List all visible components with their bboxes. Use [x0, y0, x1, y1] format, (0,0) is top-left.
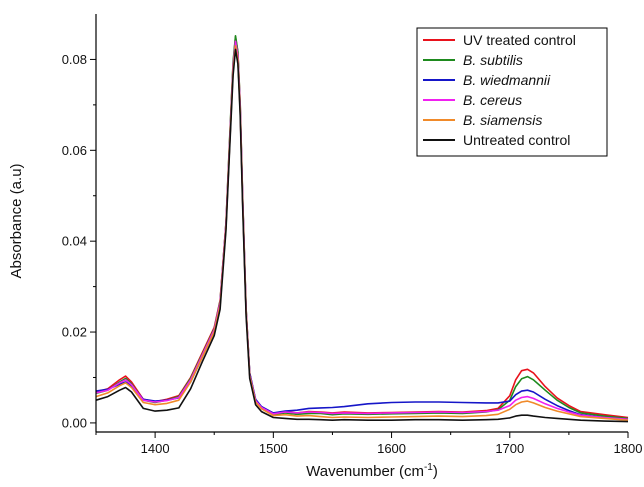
y-tick-label: 0.08: [62, 52, 87, 67]
y-tick-label: 0.02: [62, 325, 87, 340]
legend-label-2: B. wiedmannii: [463, 72, 551, 88]
series-line-5: [95, 48, 629, 423]
y-tick-label: 0.04: [62, 234, 87, 249]
legend-label-0: UV treated control: [463, 32, 576, 48]
legend-label-4: B. siamensis: [463, 112, 542, 128]
y-axis-title: Absorbance (a.u): [8, 163, 25, 278]
x-tick-label: 1700: [495, 441, 524, 456]
legend-label-5: Untreated control: [463, 132, 570, 148]
x-tick-label: 1800: [614, 441, 643, 456]
y-tick-label: 0.00: [62, 415, 87, 430]
x-tick-label: 1500: [259, 441, 288, 456]
series-line-3: [95, 40, 629, 421]
legend-label-3: B. cereus: [463, 92, 522, 108]
x-tick-label: 1400: [141, 441, 170, 456]
legend-box: [416, 27, 608, 157]
series-line-4: [95, 44, 629, 421]
legend-label-1: B. subtilis: [463, 52, 523, 68]
y-tick-label: 0.06: [62, 143, 87, 158]
x-axis-title: Wavenumber (cm-1): [306, 462, 438, 480]
x-tick-label: 1600: [377, 441, 406, 456]
